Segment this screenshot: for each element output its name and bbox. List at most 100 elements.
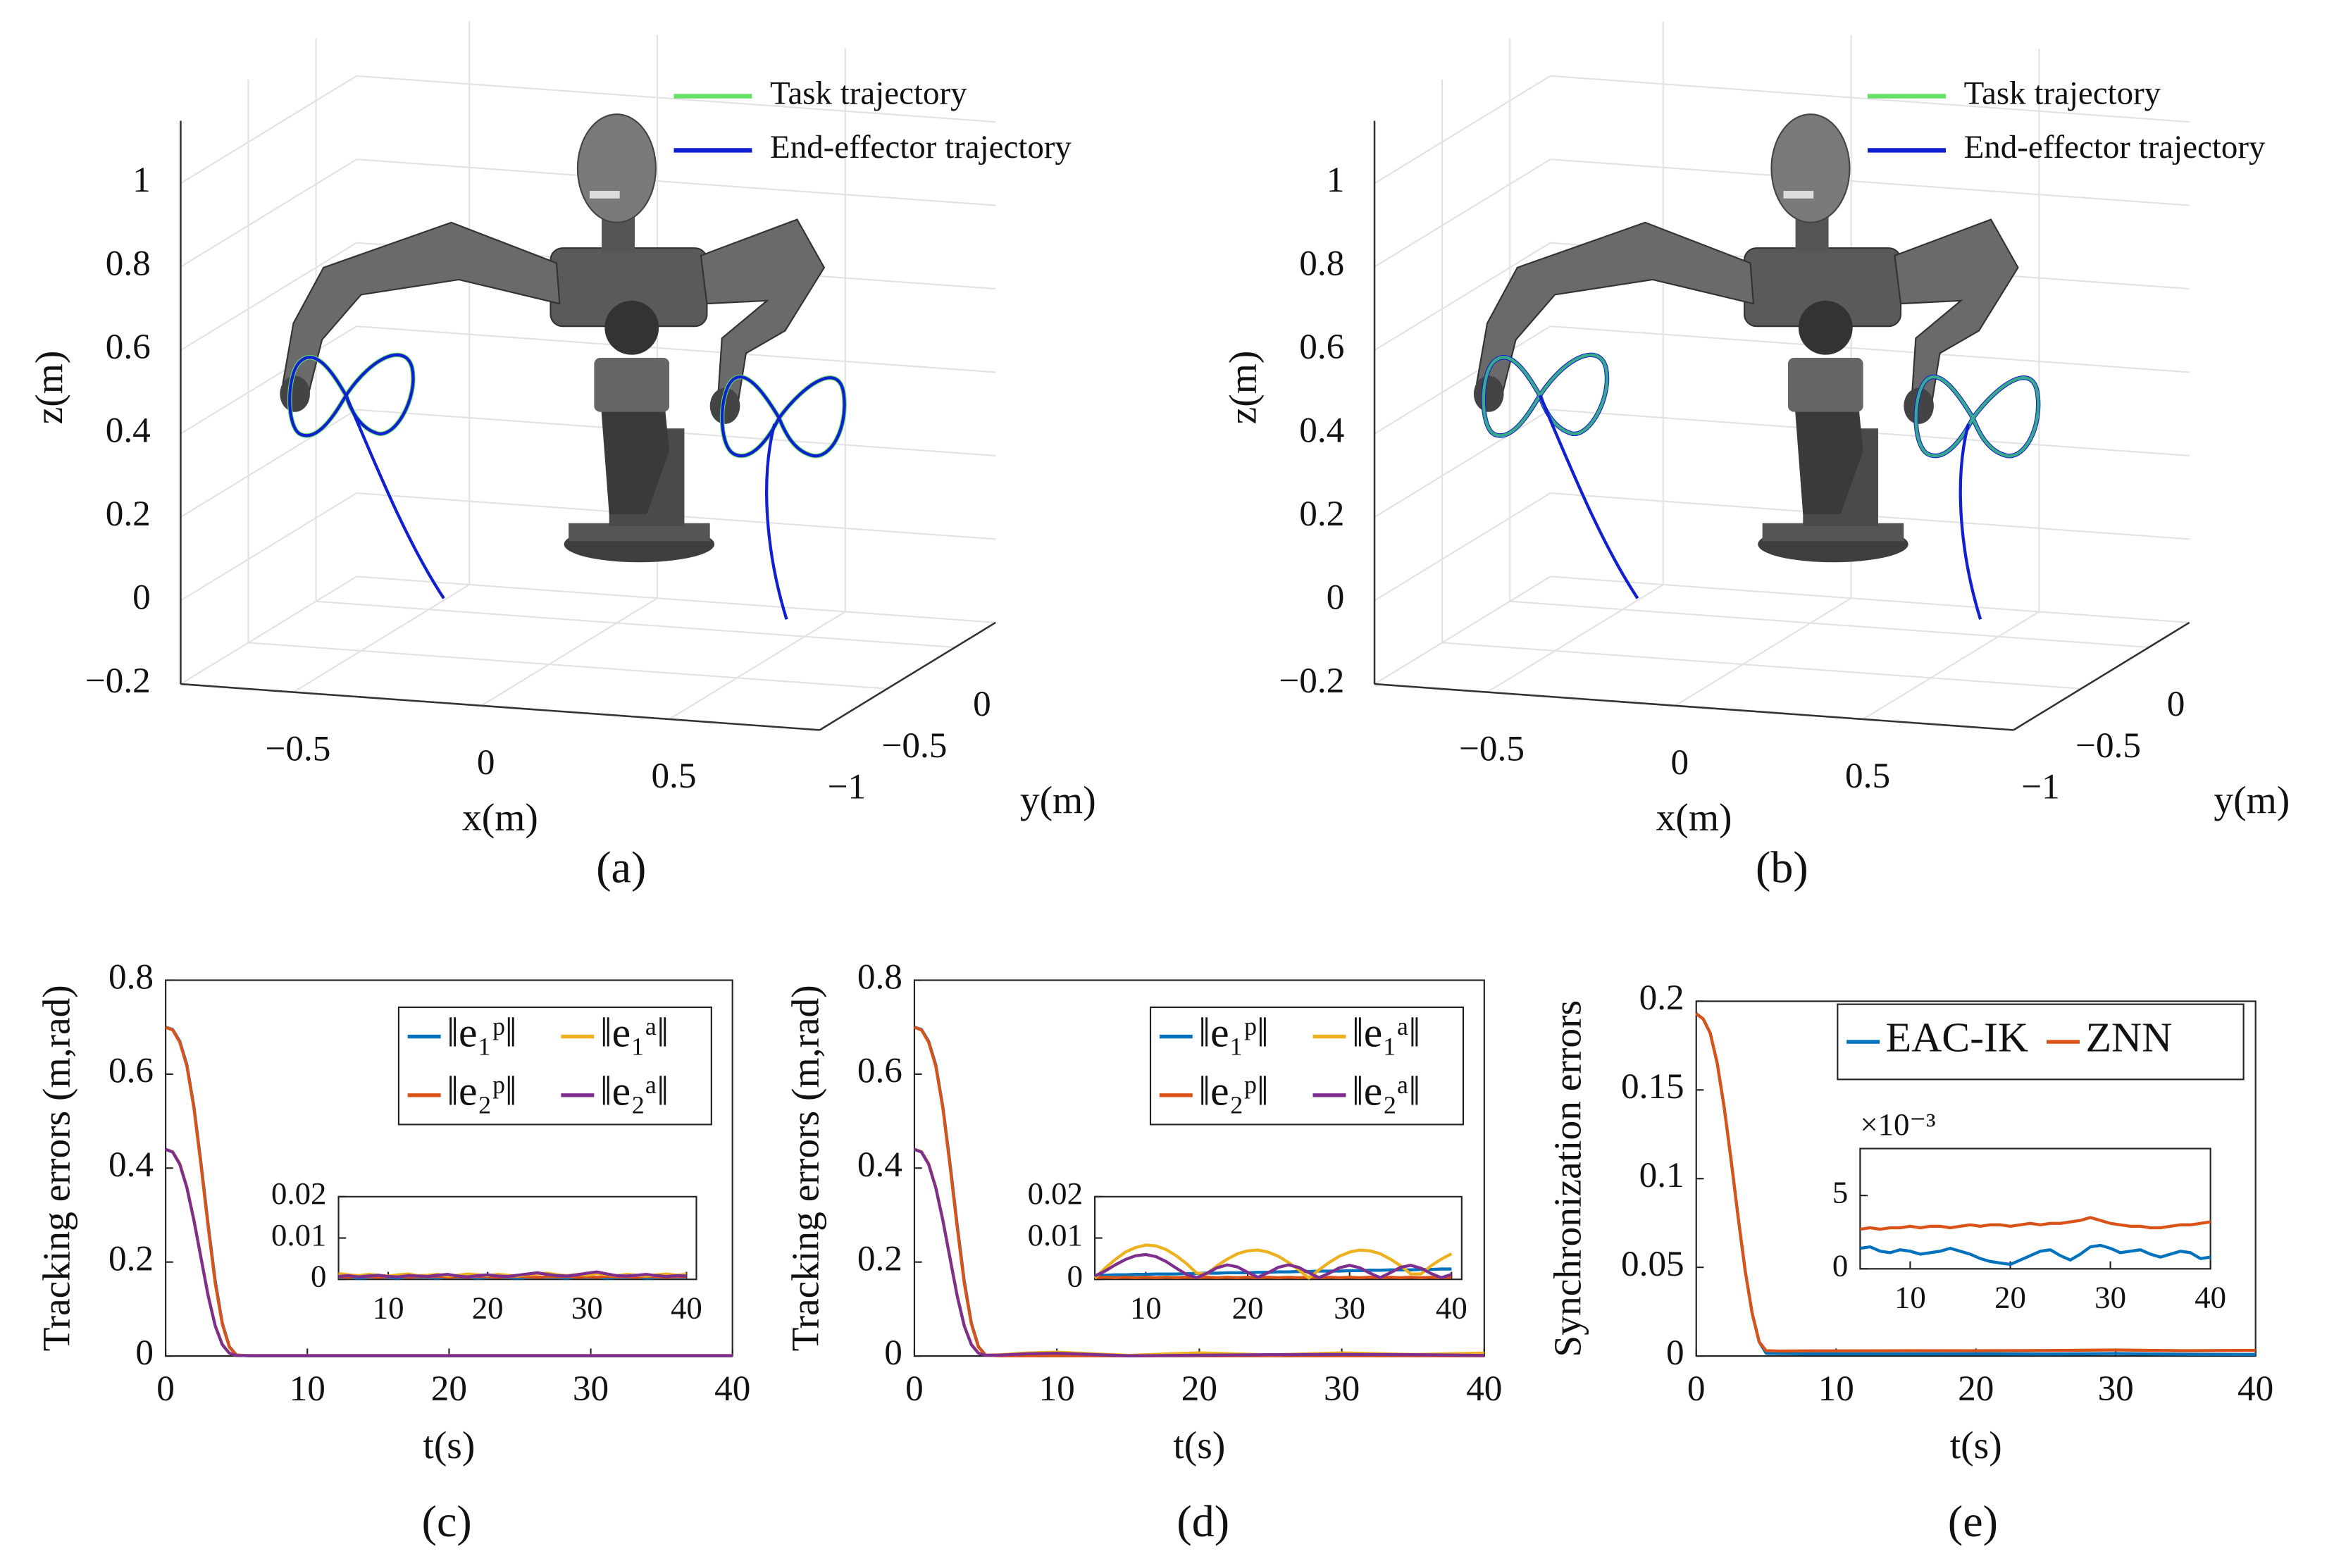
z-tick-label: 0 [1327,577,1345,617]
plot-area [337,1195,697,1281]
grid-line [180,242,357,351]
plot-area [1859,1147,2211,1270]
z-tick-label: 0.6 [1299,327,1344,367]
y-tick-label: 0.6 [857,1051,902,1091]
y-tick-label: −1 [2021,767,2060,807]
x-tick-label: 20 [431,1369,467,1409]
y-tick-label: 0 [884,1333,902,1373]
caption: (b) [1756,842,1808,892]
x-tick-label: 0 [905,1369,924,1409]
z-tick-label: 0.6 [106,327,151,367]
x-axis-label: t(s) [1173,1424,1225,1467]
y-tick-label: 0.05 [1621,1244,1684,1284]
y-tick-label: 0 [1832,1248,1848,1283]
caption: (d) [1177,1496,1229,1546]
z-tick-label: 1 [1327,160,1345,200]
robot-hip [594,357,670,412]
legend-label: Task trajectory [770,75,967,111]
legend-label: End-effector trajectory [770,129,1072,166]
axis-line [819,621,996,731]
x-tick-label: 30 [1324,1369,1360,1409]
grid-line [180,158,357,268]
y-tick-label: 0.1 [1639,1155,1684,1195]
axis-line [180,683,820,731]
series-line [1695,1012,2256,1353]
y-tick-label: 0 [135,1333,154,1373]
y-tick-label: −1 [828,767,867,807]
y-tick-label: −0.5 [881,726,947,766]
x-tick-label: 30 [573,1369,609,1409]
robot-copy [1472,113,2019,564]
z-tick-label: 0.8 [1299,244,1344,284]
x-tick-label: 20 [1994,1279,2026,1314]
x-tick-label: 40 [2237,1369,2273,1409]
y-tick-label: −0.5 [2075,726,2141,766]
grid-line [292,584,470,693]
y-tick-label: 0 [311,1259,326,1294]
grid-line [356,158,996,206]
grid-line [1374,492,1551,602]
end-effector-approach [344,394,445,599]
x-tick-label: 0.5 [1845,756,1890,796]
trajectories-b [1481,352,2041,620]
grid-line [1863,611,2040,720]
grid-line [1374,575,1551,685]
robot-head [576,113,657,223]
x-tick-label: −0.5 [1459,729,1525,769]
series-line [1860,1216,2211,1231]
axis-line [1374,683,2014,731]
grid-line [1550,325,2190,373]
z-tick-label: −0.2 [1279,661,1344,701]
grid-line [180,575,357,685]
legend-label: ‖e₁ᵖ‖ [1198,1009,1269,1055]
x-axis-label: t(s) [423,1424,475,1467]
robot-visor [589,191,620,199]
y-tick-label: 0 [2167,684,2185,724]
x-tick-label: 40 [671,1290,702,1325]
x-tick-label: 10 [1894,1279,1926,1314]
x-tick-label: 40 [2195,1279,2226,1314]
y-axis-label: Tracking errors (m,rad) [784,985,827,1351]
y-tick-label: 0.15 [1621,1066,1684,1107]
x-tick-label: 30 [2098,1369,2134,1409]
grid-line [180,75,357,185]
series-line [1094,1252,1452,1280]
grid-line [1486,584,1664,693]
x-axis-label: t(s) [1950,1424,2002,1467]
robot-left-arm [282,221,561,402]
robot-right-arm [700,218,826,410]
z-axis-label: z(m) [28,351,71,425]
y-tick-label: 0.02 [271,1176,326,1211]
grid-line [1374,158,1551,268]
end-effector-trajectory [720,375,846,458]
legend-label: ‖e₁ᵃ‖ [600,1009,669,1055]
y-tick-label: 0.2 [857,1238,902,1278]
grid-line [1374,325,1551,435]
y-tick-label: 0.6 [108,1051,154,1091]
legend-label: ‖e₁ᵖ‖ [447,1009,517,1055]
z-tick-label: 0.4 [106,410,151,450]
grid-line [356,575,996,623]
x-tick-label: 40 [1466,1369,1502,1409]
x-tick-label: 10 [290,1369,325,1409]
legend-label: ‖e₂ᵃ‖ [600,1068,669,1114]
z-axis-label: z(m) [1222,351,1265,425]
x-tick-label: 0 [477,742,495,783]
caption: (c) [422,1496,472,1546]
legend-box [1149,1006,1465,1126]
grid-line [180,325,357,435]
y-axis-label: Tracking errors (m,rad) [35,985,78,1351]
grid-line [356,325,996,373]
z-tick-label: 1 [132,160,151,200]
end-effector-approach [1959,423,1982,620]
grid-line [1374,242,1551,351]
legend-label: EAC-IK [1886,1014,2028,1061]
x-tick-label: 0 [1670,742,1689,783]
series-line [914,1147,1484,1357]
grid-line [248,642,888,690]
y-tick-label: 0 [1666,1333,1684,1373]
caption: (a) [596,842,646,892]
grid-line [1510,600,2149,649]
series-line [1093,1243,1453,1280]
